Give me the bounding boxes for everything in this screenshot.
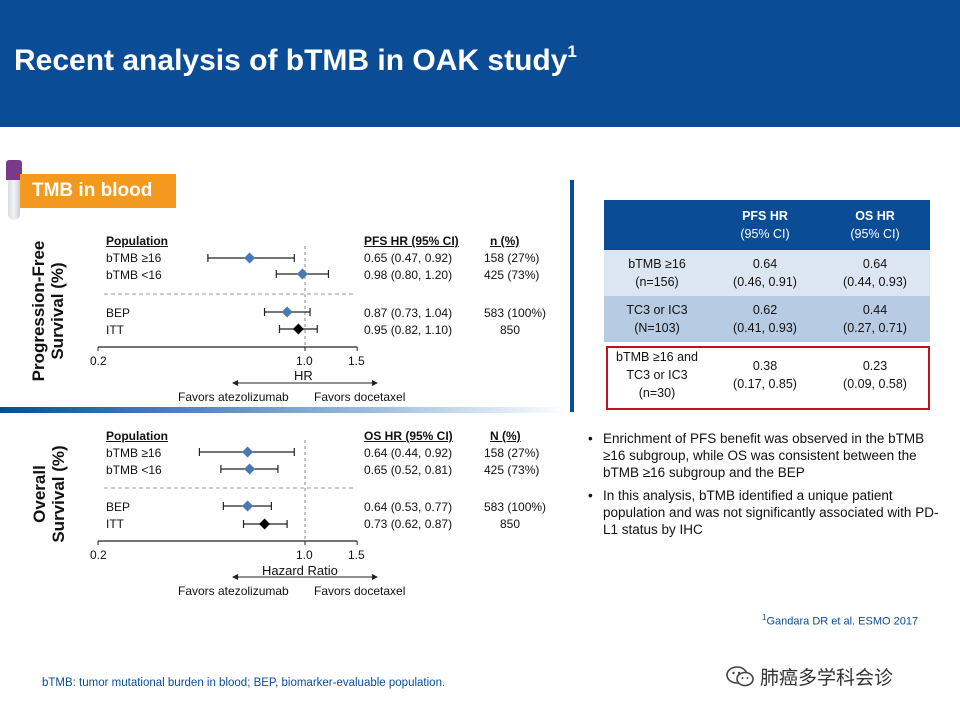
os-tick-label: 1.0 xyxy=(296,548,313,562)
bullet-item: Enrichment of PFS benefit was observed i… xyxy=(586,430,946,481)
os-row-n: 583 (100%) xyxy=(484,500,547,514)
hr-point-diamond xyxy=(296,268,308,280)
pfs-x-label: HR xyxy=(294,368,313,383)
pfs-row-label: ITT xyxy=(106,323,124,337)
hr-point-diamond xyxy=(244,463,256,475)
arrow-right-icon xyxy=(372,380,378,386)
table-header-pfs: PFS HR (95% CI) xyxy=(710,200,820,250)
findings-list: Enrichment of PFS benefit was observed i… xyxy=(586,430,946,544)
arrow-left-icon xyxy=(232,380,238,386)
hr-point-diamond xyxy=(292,323,304,335)
pfs-favors-left: Favors atezolizumab xyxy=(178,390,289,404)
wechat-icon xyxy=(726,665,754,686)
arrow-right-icon xyxy=(372,574,378,580)
os-tick-label: 0.2 xyxy=(90,548,107,562)
pfs-tick-label: 1.5 xyxy=(348,354,365,368)
pfs-tick-label: 1.0 xyxy=(296,354,313,368)
table-os-cell: 0.64 (0.44, 0.93) xyxy=(820,250,930,296)
os-tick-label: 1.5 xyxy=(348,548,365,562)
pfs-row-hr: 0.98 (0.80, 1.20) xyxy=(364,268,453,282)
highlight-box xyxy=(606,346,930,410)
os-row-hr: 0.73 (0.62, 0.87) xyxy=(364,517,453,531)
title-bar: Recent analysis of bTMB in OAK study1 xyxy=(0,0,960,127)
hr-point-diamond xyxy=(244,252,256,264)
hr-point-diamond xyxy=(242,446,254,458)
os-x-label: Hazard Ratio xyxy=(262,563,338,578)
pfs-col-hr: PFS HR (95% CI) xyxy=(364,234,459,248)
pfs-row-n: 583 (100%) xyxy=(484,306,547,320)
os-row-label: ITT xyxy=(106,517,124,531)
table-pfs-cell: 0.64 (0.46, 0.91) xyxy=(710,250,820,296)
table-pfs-cell: 0.38 (0.17, 0.85) xyxy=(710,342,820,408)
pfs-row-hr: 0.95 (0.82, 1.10) xyxy=(364,323,453,337)
table-os-cell: 0.23 (0.09, 0.58) xyxy=(820,342,930,408)
tmb-in-blood-label: TMB in blood xyxy=(20,174,176,208)
table-header-os: OS HR (95% CI) xyxy=(820,200,930,250)
os-row-n: 850 xyxy=(500,517,521,531)
bullet-item: In this analysis, bTMB identified a uniq… xyxy=(586,487,946,538)
forest-plot-svg xyxy=(97,246,378,386)
pfs-row-hr: 0.65 (0.47, 0.92) xyxy=(364,251,453,265)
os-row-hr: 0.65 (0.52, 0.81) xyxy=(364,463,453,477)
os-col-n: N (%) xyxy=(490,429,521,443)
pfs-forest-plot: Population PFS HR (95% CI) n (%) bTMB ≥1… xyxy=(0,0,570,410)
os-favors-left: Favors atezolizumab xyxy=(178,584,289,598)
pfs-row-n: 158 (27%) xyxy=(484,251,540,265)
os-forest-plot: Population OS HR (95% CI) N (%) bTMB ≥16… xyxy=(90,429,547,598)
hr-point-diamond xyxy=(259,518,271,530)
watermark: 肺癌多学科会诊 xyxy=(726,663,893,690)
hr-point-diamond xyxy=(242,500,254,512)
table-os-cell: 0.44 (0.27, 0.71) xyxy=(820,296,930,342)
arrow-left-icon xyxy=(232,574,238,580)
os-row-hr: 0.64 (0.44, 0.92) xyxy=(364,446,453,460)
os-row-label: BEP xyxy=(106,500,131,514)
table-pfs-cell: 0.62 (0.41, 0.93) xyxy=(710,296,820,342)
section-divider-band xyxy=(0,407,570,413)
pfs-row-label: bTMB <16 xyxy=(106,268,162,282)
table-row: bTMB ≥16 (n=156) 0.64 (0.46, 0.91) 0.64 (0.… xyxy=(604,250,930,296)
forest-plot-svg xyxy=(97,440,378,580)
vertical-divider xyxy=(570,180,574,412)
os-col-population: Population xyxy=(106,429,168,443)
table-group-cell: bTMB ≥16 and TC3 or IC3 (n=30) xyxy=(604,342,710,408)
os-row-n: 425 (73%) xyxy=(484,463,540,477)
reference-note: 1Gandara DR et al. ESMO 2017 xyxy=(762,613,919,628)
pfs-col-n: n (%) xyxy=(490,234,520,248)
os-col-hr: OS HR (95% CI) xyxy=(364,429,453,443)
table-group-cell: bTMB ≥16 (n=156) xyxy=(604,250,710,296)
table-row: bTMB ≥16 and TC3 or IC3 (n=30) 0.38 (0.17, … xyxy=(604,342,930,408)
pfs-row-n: 425 (73%) xyxy=(484,268,540,282)
table-row: TC3 or IC3 (N=103) 0.62 (0.41, 0.93) 0.44(… xyxy=(604,296,930,342)
blood-tube-cap-icon xyxy=(6,160,22,180)
os-row-label: bTMB <16 xyxy=(106,463,162,477)
os-favors-right: Favors docetaxel xyxy=(314,584,406,598)
os-row-label: bTMB ≥16 xyxy=(106,446,162,460)
pfs-col-population: Population xyxy=(106,234,168,248)
slide-title: Recent analysis of bTMB in OAK study1 xyxy=(14,42,577,77)
hr-summary-table: PFS HR (95% CI) OS HR (95% CI) bTMB ≥16 (n=… xyxy=(604,200,930,408)
pfs-row-hr: 0.87 (0.73, 1.04) xyxy=(364,306,453,320)
pfs-favors-right: Favors docetaxel xyxy=(314,390,406,404)
pfs-row-label: BEP xyxy=(106,306,131,320)
pfs-row-label: bTMB ≥16 xyxy=(106,251,162,265)
pfs-row-n: 850 xyxy=(500,323,521,337)
table-group-cell: TC3 or IC3 (N=103) xyxy=(604,296,710,342)
os-row-n: 158 (27%) xyxy=(484,446,540,460)
footnote: bTMB: tumor mutational burden in blood; … xyxy=(42,677,446,689)
os-row-hr: 0.64 (0.53, 0.77) xyxy=(364,500,453,514)
pfs-tick-label: 0.2 xyxy=(90,354,107,368)
watermark-text: 肺癌多学科会诊 xyxy=(760,668,894,689)
table-corner-cell xyxy=(604,200,710,250)
hr-point-diamond xyxy=(281,306,293,318)
